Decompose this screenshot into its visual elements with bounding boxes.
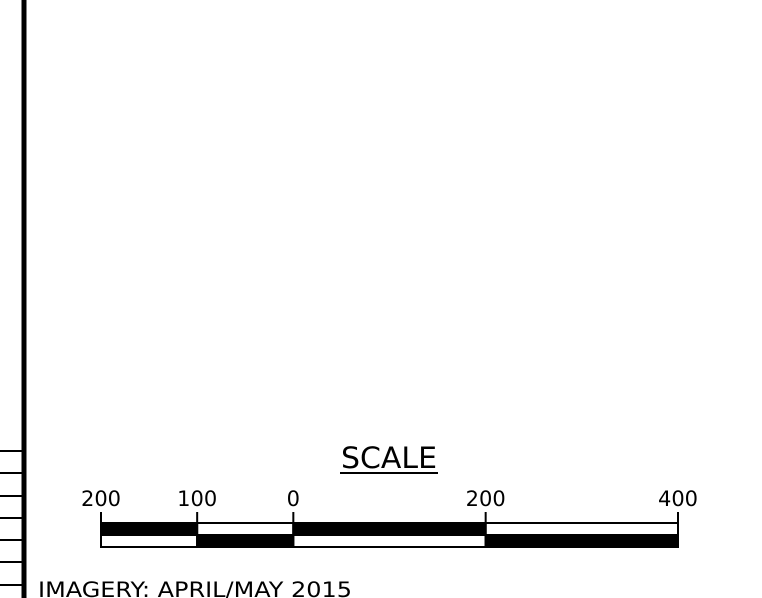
scale-bar: 200 100 0 200 400 [81, 487, 698, 548]
scale-segment-top [196, 522, 295, 536]
scale-bar-ticks [100, 512, 679, 547]
scale-tick-label: 0 [287, 487, 300, 511]
scale-segment-bottom [100, 534, 199, 548]
imagery-date-note: IMAGERY: APRIL/MAY 2015 [38, 578, 352, 598]
scale-bar-segments [100, 522, 679, 548]
title-block-stub-lines [0, 450, 24, 586]
scale-segment-top [292, 522, 487, 536]
scale-tick-label: 200 [466, 487, 506, 511]
scale-segment-bottom [292, 534, 487, 548]
scale-segment-top [484, 522, 679, 536]
scale-segment-top [100, 522, 199, 536]
scale-bar-labels: 200 100 0 200 400 [81, 487, 698, 511]
scale-tick-label: 100 [177, 487, 217, 511]
scale-segment-bottom [196, 534, 295, 548]
scale-tick-label: 400 [658, 487, 698, 511]
scale-tick-label: 200 [81, 487, 121, 511]
scale-segment-bottom [484, 534, 679, 548]
scale-title: SCALE [341, 441, 437, 475]
